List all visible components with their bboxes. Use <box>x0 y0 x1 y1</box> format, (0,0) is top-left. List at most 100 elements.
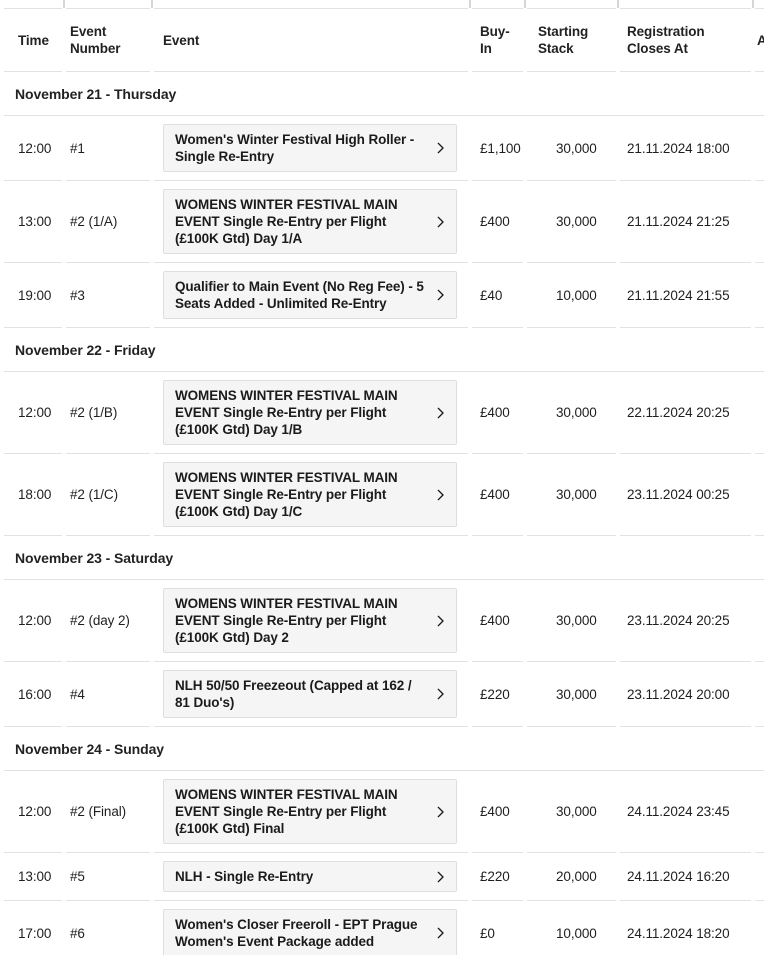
event-row: 17:00 #6 Women's Closer Freeroll - EPT P… <box>4 901 764 955</box>
event-name: WOMENS WINTER FESTIVAL MAIN EVENT Single… <box>175 787 398 836</box>
event-stack-cell: 30,000 <box>527 454 616 536</box>
event-time-cell: 12:00 <box>4 771 62 853</box>
chevron-right-icon <box>433 613 448 628</box>
event-extra-cell <box>755 263 764 328</box>
event-number-cell: #2 (Final) <box>66 771 150 853</box>
chevron-right-icon <box>433 687 448 702</box>
event-extra-cell <box>755 372 764 454</box>
event-time-cell: 17:00 <box>18 925 52 941</box>
event-name: Women's Closer Freeroll - EPT Prague Wom… <box>175 917 418 949</box>
event-row: 12:00 #2 (1/B) WOMENS WINTER FESTIVAL MA… <box>4 372 764 454</box>
column-divider-tick <box>524 0 526 8</box>
column-divider-tick <box>617 0 619 8</box>
date-section-label: November 23 - Saturday <box>4 536 764 580</box>
event-stack-cell: 30,000 <box>527 580 616 662</box>
event-reg-closes-cell: 21.11.2024 21:55 <box>620 263 751 328</box>
event-stack-cell: 10,000 <box>527 263 616 328</box>
event-time-cell: 18:00 <box>4 454 62 536</box>
event-time-cell: 19:00 <box>4 263 62 328</box>
event-buyin-cell: £0 <box>480 925 495 941</box>
event-cell: WOMENS WINTER FESTIVAL MAIN EVENT Single… <box>154 580 468 662</box>
event-buyin-cell: £400 <box>472 771 523 853</box>
event-cell: Women's Winter Festival High Roller - Si… <box>154 116 468 181</box>
event-buyin-cell: £220 <box>472 662 523 727</box>
column-divider-tick <box>151 0 153 8</box>
event-reg-closes-cell: 23.11.2024 20:25 <box>620 580 751 662</box>
header-buy-in: Buy-In <box>472 8 523 72</box>
event-stack-cell: 30,000 <box>527 181 616 263</box>
event-button[interactable]: WOMENS WINTER FESTIVAL MAIN EVENT Single… <box>163 588 457 653</box>
event-button[interactable]: Qualifier to Main Event (No Reg Fee) - 5… <box>163 271 457 319</box>
event-time-cell: 12:00 <box>4 372 62 454</box>
event-row: 12:00 #2 (day 2) WOMENS WINTER FESTIVAL … <box>4 580 764 662</box>
date-section-row: November 23 - Saturday <box>4 536 764 580</box>
event-row: 13:00 #5 NLH - Single Re-Entry £220 20,0… <box>4 853 764 901</box>
chevron-right-icon <box>433 405 448 420</box>
column-divider-tick <box>469 0 471 8</box>
event-time-cell: 12:00 <box>4 116 62 181</box>
event-stack-cell: 30,000 <box>527 372 616 454</box>
date-section-label: November 22 - Friday <box>4 328 764 372</box>
event-stack-cell: 30,000 <box>527 116 616 181</box>
table-header-row: Time Event Number Event Buy-In Starting … <box>4 8 764 72</box>
event-extra-cell <box>755 901 764 955</box>
event-row: 13:00 #2 (1/A) WOMENS WINTER FESTIVAL MA… <box>4 181 764 263</box>
chevron-right-icon <box>433 214 448 229</box>
event-stack-cell: 30,000 <box>527 662 616 727</box>
event-extra-cell <box>755 662 764 727</box>
event-button[interactable]: Women's Winter Festival High Roller - Si… <box>163 124 457 172</box>
event-row: 12:00 #2 (Final) WOMENS WINTER FESTIVAL … <box>4 771 764 853</box>
event-buyin-cell: £400 <box>472 580 523 662</box>
event-buyin-cell: £1,100 <box>472 116 523 181</box>
event-button[interactable]: WOMENS WINTER FESTIVAL MAIN EVENT Single… <box>163 462 457 527</box>
event-reg-closes-cell: 23.11.2024 20:00 <box>620 662 751 727</box>
event-button[interactable]: WOMENS WINTER FESTIVAL MAIN EVENT Single… <box>163 189 457 254</box>
chevron-right-icon <box>433 869 448 884</box>
event-extra-cell <box>755 181 764 263</box>
event-button[interactable]: WOMENS WINTER FESTIVAL MAIN EVENT Single… <box>163 380 457 445</box>
event-name: Women's Winter Festival High Roller - Si… <box>175 132 415 164</box>
event-number-cell: #5 <box>66 853 150 901</box>
event-button[interactable]: Women's Closer Freeroll - EPT Prague Wom… <box>163 909 457 955</box>
event-buyin-cell: £400 <box>472 372 523 454</box>
event-button[interactable]: WOMENS WINTER FESTIVAL MAIN EVENT Single… <box>163 779 457 844</box>
event-number-cell: #6 <box>70 925 85 941</box>
event-number-cell: #4 <box>66 662 150 727</box>
event-stack-cell: 30,000 <box>527 771 616 853</box>
date-section-row: November 21 - Thursday <box>4 72 764 116</box>
event-buyin-cell: £400 <box>472 181 523 263</box>
event-cell: WOMENS WINTER FESTIVAL MAIN EVENT Single… <box>154 181 468 263</box>
event-button[interactable]: NLH - Single Re-Entry <box>163 861 457 892</box>
event-reg-closes-cell: 21.11.2024 21:25 <box>620 181 751 263</box>
event-number-cell: #2 (1/A) <box>66 181 150 263</box>
event-buyin-cell: £40 <box>472 263 523 328</box>
event-buyin-cell: £400 <box>472 454 523 536</box>
event-number-cell: #1 <box>66 116 150 181</box>
header-registration-closes: Registration Closes At <box>620 8 751 72</box>
event-button[interactable]: NLH 50/50 Freezeout (Capped at 162 / 81 … <box>163 670 457 718</box>
chevron-right-icon <box>433 926 448 941</box>
event-name: Qualifier to Main Event (No Reg Fee) - 5… <box>175 279 424 311</box>
event-reg-closes-cell: 24.11.2024 16:20 <box>620 853 751 901</box>
event-number-cell: #2 (1/B) <box>66 372 150 454</box>
event-cell: WOMENS WINTER FESTIVAL MAIN EVENT Single… <box>154 372 468 454</box>
header-truncated-a: A <box>755 8 764 72</box>
event-stack-cell: 20,000 <box>527 853 616 901</box>
event-extra-cell <box>755 580 764 662</box>
header-starting-stack: Starting Stack <box>527 8 616 72</box>
event-name: NLH 50/50 Freezeout (Capped at 162 / 81 … <box>175 678 412 710</box>
event-time-cell: 16:00 <box>4 662 62 727</box>
event-row: 18:00 #2 (1/C) WOMENS WINTER FESTIVAL MA… <box>4 454 764 536</box>
event-reg-closes-cell: 22.11.2024 20:25 <box>620 372 751 454</box>
event-time-cell: 13:00 <box>4 853 62 901</box>
event-reg-closes-cell: 24.11.2024 18:20 <box>627 925 730 941</box>
chevron-right-icon <box>433 487 448 502</box>
event-extra-cell <box>755 771 764 853</box>
date-section-label: November 21 - Thursday <box>4 72 764 116</box>
date-section-label: November 24 - Sunday <box>4 727 764 771</box>
event-row: 19:00 #3 Qualifier to Main Event (No Reg… <box>4 263 764 328</box>
date-section-row: November 22 - Friday <box>4 328 764 372</box>
event-name: WOMENS WINTER FESTIVAL MAIN EVENT Single… <box>175 596 398 645</box>
header-event-number: Event Number <box>66 8 150 72</box>
